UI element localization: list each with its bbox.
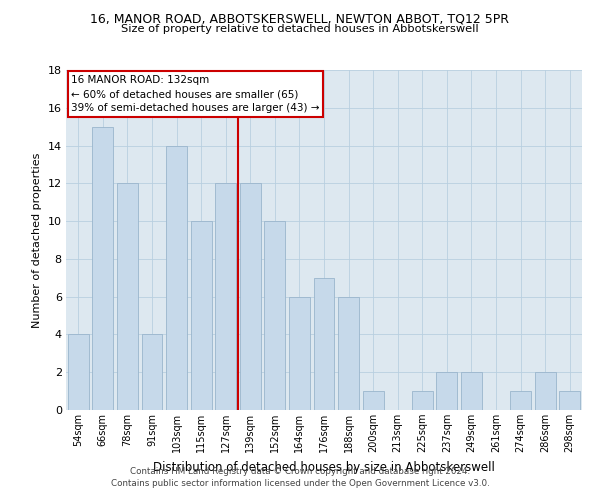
Bar [92,126,113,410]
Y-axis label: Number of detached properties: Number of detached properties [32,152,42,328]
Bar [142,334,163,410]
Bar [68,334,89,410]
Bar [338,296,359,410]
Text: Size of property relative to detached houses in Abbotskerswell: Size of property relative to detached ho… [121,24,479,34]
Bar [166,146,187,410]
Bar [461,372,482,410]
Bar [265,221,286,410]
Text: 16, MANOR ROAD, ABBOTSKERSWELL, NEWTON ABBOT, TQ12 5PR: 16, MANOR ROAD, ABBOTSKERSWELL, NEWTON A… [91,12,509,26]
Bar [215,184,236,410]
Bar [436,372,457,410]
Bar [362,391,383,410]
Bar [314,278,334,410]
Bar [289,296,310,410]
Bar [535,372,556,410]
Bar [559,391,580,410]
Bar [191,221,212,410]
Text: 16 MANOR ROAD: 132sqm
← 60% of detached houses are smaller (65)
39% of semi-deta: 16 MANOR ROAD: 132sqm ← 60% of detached … [71,75,320,113]
Bar [412,391,433,410]
Text: Contains HM Land Registry data © Crown copyright and database right 2024.
Contai: Contains HM Land Registry data © Crown c… [110,466,490,487]
Bar [510,391,531,410]
Bar [240,184,261,410]
X-axis label: Distribution of detached houses by size in Abbotskerswell: Distribution of detached houses by size … [153,460,495,473]
Bar [117,184,138,410]
